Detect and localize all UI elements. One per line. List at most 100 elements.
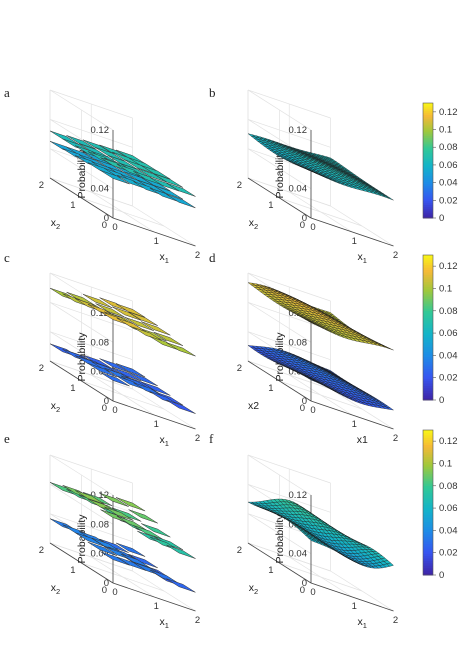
colorbar-swatch xyxy=(423,437,433,441)
colorbar-swatch xyxy=(423,387,433,391)
y-tick-label: 2 xyxy=(237,363,242,374)
colorbar-swatch xyxy=(423,150,433,154)
colorbar-swatch xyxy=(423,195,433,198)
grid-line xyxy=(330,205,394,247)
colorbar-swatch xyxy=(423,546,433,549)
colorbar-swatch xyxy=(423,210,433,213)
surface-facet xyxy=(82,293,113,309)
colorbar-swatch xyxy=(423,310,433,314)
surface-facet xyxy=(149,336,180,351)
colorbar-swatch xyxy=(423,274,433,278)
colorbar-tick-label: 0.04 xyxy=(439,525,458,536)
z-tick-label: 0.04 xyxy=(289,184,308,195)
grid-line xyxy=(49,177,133,207)
colorbar-swatch xyxy=(423,214,433,217)
colorbar-swatch xyxy=(423,432,433,436)
y-tick-label: 1 xyxy=(268,200,273,211)
colorbar-swatch xyxy=(423,296,433,299)
surface-facet xyxy=(87,363,118,378)
colorbar-tick-label: 0.06 xyxy=(439,328,458,339)
x-axis-line xyxy=(112,582,196,612)
surface-lower xyxy=(49,518,196,593)
surface-facet xyxy=(116,174,147,189)
colorbar-swatch xyxy=(423,185,433,188)
panel-letter: f xyxy=(209,431,214,446)
colorbar-swatch xyxy=(423,541,433,545)
surface-facet xyxy=(100,311,130,326)
y-axis-line xyxy=(49,542,114,584)
surface-facet xyxy=(141,523,171,538)
colorbar-swatch xyxy=(423,191,433,194)
colorbar-swatch xyxy=(423,271,433,275)
colorbar-swatch xyxy=(423,555,433,559)
surface-upper xyxy=(49,287,196,357)
colorbar-swatch xyxy=(423,204,433,207)
colorbar-swatch xyxy=(423,439,433,443)
colorbar-swatch xyxy=(423,548,433,552)
colorbar-swatch xyxy=(423,317,433,321)
surface-facet xyxy=(166,578,196,593)
colorbar-swatch xyxy=(423,303,433,307)
colorbar-swatch xyxy=(423,514,433,518)
colorbar-tick-label: 0.06 xyxy=(439,503,458,514)
grid-line xyxy=(132,205,196,247)
colorbar-tick-label: 0.04 xyxy=(439,350,458,361)
colorbar-swatch xyxy=(423,368,433,372)
x-tick-label: 2 xyxy=(195,615,200,626)
colorbar-swatch xyxy=(423,131,433,135)
x-axis-label-subscript: 1 xyxy=(165,256,169,265)
colorbar-swatch xyxy=(423,172,433,175)
z-axis-label: Probability xyxy=(76,514,88,564)
colorbar-swatch xyxy=(423,262,433,266)
colorbar-swatch xyxy=(423,143,433,146)
colorbar-swatch xyxy=(423,149,433,152)
colorbar-swatch xyxy=(423,175,433,179)
surface-facet xyxy=(141,321,171,336)
x-axis-line xyxy=(310,217,394,247)
y-tick-label: 0 xyxy=(102,585,107,596)
surface-facet xyxy=(386,406,394,411)
colorbar-swatch xyxy=(423,339,433,343)
colorbar-tick-label: 0.1 xyxy=(439,283,452,294)
colorbar-swatch xyxy=(423,127,433,131)
colorbar-swatch xyxy=(423,122,433,125)
colorbar-tick-label: 0.08 xyxy=(439,306,458,317)
panel-letter: a xyxy=(4,85,10,100)
grid-line xyxy=(91,556,155,598)
surface-facet xyxy=(133,171,163,186)
z-tick-label: 0.04 xyxy=(91,184,110,195)
colorbar-swatch xyxy=(423,193,433,196)
z-axis-label: Probability xyxy=(274,514,286,564)
surface-facet xyxy=(133,525,163,540)
colorbar-swatch xyxy=(423,173,433,177)
y-axis-label-subscript: 2 xyxy=(254,222,258,231)
surface-facet xyxy=(153,173,184,188)
colorbar-swatch xyxy=(423,483,433,487)
colorbar-swatch xyxy=(423,454,433,458)
panel-letter: c xyxy=(4,250,10,265)
colorbar-swatch xyxy=(423,529,433,532)
colorbar-swatch xyxy=(423,468,433,472)
colorbar-swatch xyxy=(423,298,433,302)
colorbar-swatch xyxy=(423,366,433,370)
colorbar-swatch xyxy=(423,145,433,148)
grid-line xyxy=(289,374,353,416)
colorbar-swatch xyxy=(423,349,433,353)
z-tick-label: 0.04 xyxy=(91,367,110,378)
colorbar-swatch xyxy=(423,502,433,506)
surface-facet xyxy=(124,159,154,174)
colorbar-swatch xyxy=(423,116,433,119)
surface-facet xyxy=(386,562,394,567)
colorbar-tick-label: 0.1 xyxy=(439,125,452,136)
colorbar-swatch xyxy=(423,492,433,496)
colorbar-swatch xyxy=(423,490,433,494)
colorbar: 0 0.02 0.04 0.06 0.08 0.1 0.12 xyxy=(422,429,458,581)
y-tick-label: 0 xyxy=(300,220,305,231)
colorbar-swatch xyxy=(423,536,433,540)
x-tick-label: 2 xyxy=(393,250,398,261)
x-tick-label: 2 xyxy=(393,433,398,444)
colorbar-swatch xyxy=(423,533,433,537)
colorbar-swatch xyxy=(423,488,433,491)
surface-facet xyxy=(111,507,142,522)
surface-facet xyxy=(75,490,105,505)
